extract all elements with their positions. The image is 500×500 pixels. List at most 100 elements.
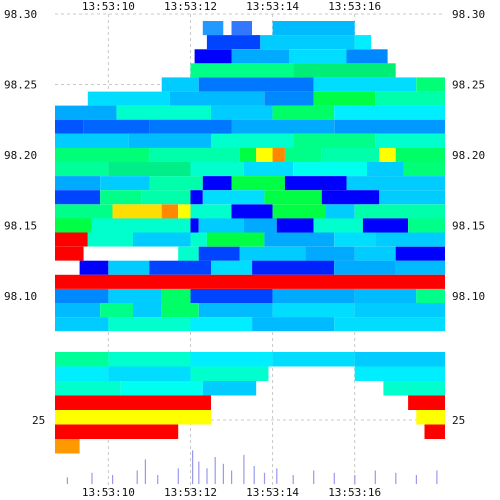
heat-cell-5-1 (169, 91, 265, 106)
heat-cell-9-2 (239, 147, 257, 162)
lower-cell-6-0 (55, 439, 80, 454)
y-tick-right-2: 98.20 (452, 149, 485, 162)
heat-cell-17-0 (55, 260, 80, 275)
heat-cell-11-0 (55, 176, 101, 191)
heat-cell-11-5 (284, 176, 347, 191)
heat-cell-0-1 (231, 21, 252, 36)
heat-cell-19-5 (354, 289, 417, 304)
heat-cell-9-1 (149, 147, 240, 162)
volume-bar-21 (374, 470, 376, 484)
heat-cell-14-4 (243, 218, 277, 233)
heat-cell-17-7 (395, 260, 445, 275)
heat-cell-21-2 (190, 317, 253, 332)
heat-cell-7-4 (334, 119, 445, 134)
heat-cell-10-1 (108, 162, 191, 177)
heat-cell-17-5 (252, 260, 335, 275)
heat-cell-7-0 (55, 119, 84, 134)
axis-labels: 25 25 13:53:10 13:53:10 13:53:12 13:53:12 13… (4, 0, 485, 499)
y-tick-right-1: 98.25 (452, 79, 485, 92)
volume-bar-19 (333, 472, 335, 485)
lower-cell-2-3 (383, 381, 445, 396)
y-tick-right-0: 98.30 (452, 8, 485, 21)
heatmap-cells (55, 21, 445, 332)
heat-cell-15-3 (190, 232, 207, 247)
heat-cell-9-7 (379, 147, 396, 162)
y-tick-left-2: 98.20 (4, 149, 37, 162)
heat-cell-15-1 (87, 232, 133, 247)
heat-cell-10-3 (243, 162, 294, 177)
heat-cell-2-1 (231, 49, 289, 64)
volume-bar-18 (313, 470, 315, 484)
heat-cell-8-1 (128, 133, 211, 148)
heat-cell-14-1 (91, 218, 191, 233)
heat-cell-8-4 (375, 133, 445, 148)
heat-cell-1-1 (260, 35, 355, 50)
heat-cell-11-4 (231, 176, 285, 191)
heat-cell-16-1 (83, 246, 117, 261)
heat-cell-6-2 (211, 105, 273, 120)
x-tick-bottom-1: 13:53:12 (164, 486, 217, 499)
heat-cell-12-3 (190, 190, 203, 205)
heat-cell-12-0 (55, 190, 101, 205)
volume-bar-23 (415, 475, 417, 484)
lower-cell-1-2 (190, 366, 269, 381)
lower-cell-0-3 (272, 352, 355, 367)
lower-cell-5-1 (424, 424, 445, 439)
heat-cell-9-8 (395, 147, 445, 162)
heat-cell-16-7 (354, 246, 396, 261)
heat-cell-1-2 (354, 35, 372, 50)
volume-bar-1 (91, 472, 93, 485)
heat-cell-17-6 (334, 260, 396, 275)
heat-cell-18-0 (55, 274, 445, 289)
heat-cell-19-6 (416, 289, 445, 304)
heat-cell-3-0 (190, 63, 294, 78)
heat-cell-17-3 (149, 260, 211, 275)
volume-bar-5 (157, 475, 159, 484)
heat-cell-7-3 (231, 119, 335, 134)
heat-cell-13-3 (178, 204, 191, 219)
y-tick-right-4: 98.10 (452, 290, 485, 303)
heat-cell-20-0 (55, 303, 101, 318)
heat-cell-5-3 (313, 91, 376, 106)
volume-bar-13 (243, 454, 245, 485)
heat-cell-20-2 (133, 303, 162, 318)
heat-cell-20-6 (354, 303, 445, 318)
heat-cell-13-5 (231, 204, 273, 219)
heat-cell-12-1 (100, 190, 142, 205)
volume-bar-8 (198, 461, 200, 484)
heat-cell-20-3 (161, 303, 199, 318)
volume-bar-12 (231, 470, 233, 484)
volume-axis-label-right: 25 (452, 414, 465, 427)
y-tick-left-1: 98.25 (4, 79, 37, 92)
heat-cell-13-1 (112, 204, 162, 219)
heat-cell-13-8 (354, 204, 445, 219)
lower-cell-0-0 (55, 352, 109, 367)
heat-cell-14-2 (190, 218, 199, 233)
heat-cell-16-8 (395, 246, 445, 261)
heat-cell-2-3 (346, 49, 388, 64)
volume-bar-10 (214, 457, 216, 484)
heat-cell-0-2 (272, 21, 355, 36)
heat-cell-14-0 (55, 218, 92, 233)
y-tick-left-4: 98.10 (4, 290, 37, 303)
heat-cell-19-0 (55, 289, 109, 304)
heat-cell-12-2 (141, 190, 191, 205)
volume-bar-24 (436, 470, 438, 484)
lower-cell-1-1 (108, 366, 191, 381)
heat-cell-12-4 (202, 190, 265, 205)
heat-cell-6-0 (55, 105, 117, 120)
heat-cell-5-4 (375, 91, 445, 106)
heat-cell-11-6 (346, 176, 445, 191)
heat-cell-7-1 (83, 119, 150, 134)
x-tick-top-2: 13:53:14 (246, 0, 299, 13)
heat-cell-11-3 (202, 176, 232, 191)
heat-cell-13-0 (55, 204, 113, 219)
heat-cell-14-8 (408, 218, 445, 233)
volume-bar-11 (222, 463, 224, 485)
y-tick-right-3: 98.15 (452, 220, 485, 233)
heat-cell-14-5 (276, 218, 314, 233)
heat-cell-21-4 (334, 317, 445, 332)
heat-cell-21-3 (252, 317, 335, 332)
volume-bar-15 (263, 472, 266, 485)
